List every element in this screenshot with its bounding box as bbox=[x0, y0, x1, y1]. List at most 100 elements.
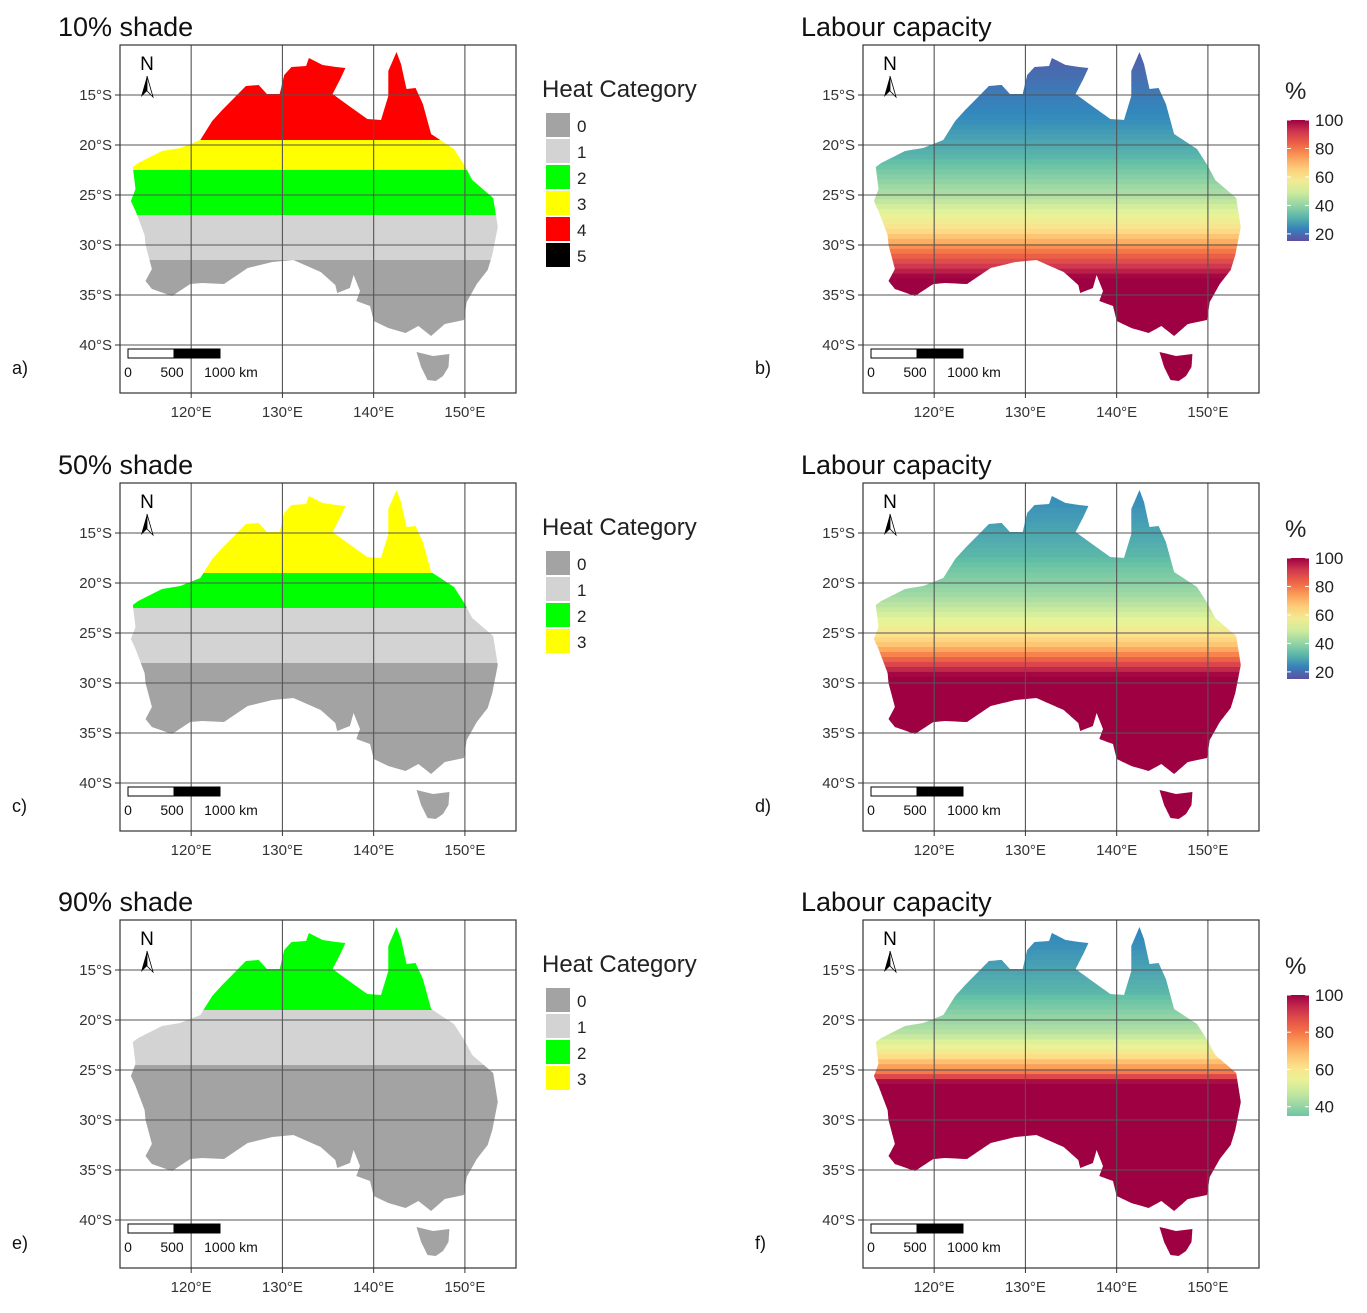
capacity-band bbox=[873, 99, 1241, 106]
lon-tick-label: 140°E bbox=[353, 842, 394, 859]
lon-tick-label: 140°E bbox=[353, 1279, 394, 1296]
capacity-band bbox=[873, 642, 1241, 648]
capacity-band bbox=[873, 144, 1241, 151]
legend-tick-label: 80 bbox=[1315, 1023, 1334, 1042]
capacity-band bbox=[873, 1118, 1241, 1125]
capacity-band bbox=[873, 657, 1241, 663]
capacity-band bbox=[873, 969, 1241, 976]
legend-swatch-3 bbox=[546, 629, 570, 653]
capacity-band bbox=[873, 159, 1241, 166]
scale-label: 500 bbox=[903, 364, 927, 380]
lat-tick-label: 30°S bbox=[79, 1112, 112, 1129]
legend-tick-label: 20 bbox=[1315, 663, 1334, 682]
legend-tick-label: 80 bbox=[1315, 139, 1334, 158]
capacity-band bbox=[873, 552, 1241, 559]
capacity-band bbox=[873, 109, 1241, 116]
lon-tick-label: 140°E bbox=[1096, 1279, 1137, 1296]
lat-tick-label: 30°S bbox=[822, 675, 855, 692]
lat-tick-label: 30°S bbox=[822, 237, 855, 254]
capacity-band bbox=[873, 154, 1241, 161]
scale-bar-black bbox=[916, 786, 964, 797]
scale-bar-black bbox=[173, 1223, 221, 1234]
capacity-band bbox=[873, 1004, 1241, 1011]
lat-tick-label: 15°S bbox=[79, 962, 112, 979]
lat-tick-label: 20°S bbox=[822, 1012, 855, 1029]
legend-label: 0 bbox=[577, 117, 586, 136]
lat-tick-label: 15°S bbox=[822, 87, 855, 104]
lon-tick-label: 150°E bbox=[1187, 842, 1228, 859]
capacity-band bbox=[873, 507, 1241, 514]
lat-tick-label: 35°S bbox=[822, 1162, 855, 1179]
legend-label: 1 bbox=[577, 581, 586, 600]
lat-tick-label: 15°S bbox=[79, 525, 112, 542]
capacity-band bbox=[873, 676, 1241, 683]
capacity-band bbox=[873, 149, 1241, 156]
legend-label: 2 bbox=[577, 169, 586, 188]
lat-tick-label: 25°S bbox=[822, 625, 855, 642]
legend-label: 5 bbox=[577, 247, 586, 266]
capacity-band bbox=[873, 214, 1241, 220]
capacity-band bbox=[873, 174, 1241, 181]
lat-tick-label: 20°S bbox=[822, 137, 855, 154]
scale-label: 500 bbox=[160, 364, 184, 380]
capacity-band bbox=[873, 607, 1241, 614]
capacity-band bbox=[873, 1084, 1241, 1090]
north-label: N bbox=[140, 54, 154, 75]
capacity-band bbox=[873, 1064, 1241, 1070]
capacity-band bbox=[873, 691, 1241, 698]
north-arrow-half bbox=[146, 75, 154, 99]
legend-title: Heat Category bbox=[542, 514, 697, 541]
north-arrow-half bbox=[146, 950, 154, 974]
capacity-legend: % 100 80 60 40 20 bbox=[1285, 78, 1343, 244]
capacity-band bbox=[873, 959, 1241, 966]
map-panel-a: 15°S 20°S 25°S 30°S 35°S 40°S 120°E 130°E 140°E 1… bbox=[12, 12, 517, 421]
scale-label: 1000 km bbox=[947, 802, 1001, 818]
lat-tick-label: 40°S bbox=[822, 337, 855, 354]
legend-swatch-2 bbox=[546, 165, 570, 189]
lon-tick-label: 130°E bbox=[262, 404, 303, 421]
heat-category-legend: Heat Category 0 1 2 3 4 5 bbox=[542, 76, 697, 267]
legend-title: % bbox=[1285, 953, 1306, 980]
lon-tick-label: 120°E bbox=[171, 842, 212, 859]
scale-label: 1000 km bbox=[204, 1239, 258, 1255]
capacity-band bbox=[873, 577, 1241, 584]
map-frame bbox=[862, 44, 1260, 394]
north-arrow-half bbox=[146, 513, 154, 537]
capacity-band bbox=[873, 243, 1241, 250]
north-label: N bbox=[883, 492, 897, 513]
panel-title: 50% shade bbox=[58, 450, 193, 480]
capacity-band bbox=[873, 1113, 1241, 1120]
capacity-band bbox=[873, 219, 1241, 225]
heat-zone-1 bbox=[130, 608, 498, 663]
legend-title: Heat Category bbox=[542, 76, 697, 103]
panel-label: f) bbox=[755, 1233, 766, 1253]
capacity-band bbox=[873, 512, 1241, 519]
capacity-band bbox=[873, 1098, 1241, 1105]
capacity-band bbox=[873, 1094, 1241, 1100]
legend-swatch-1 bbox=[546, 139, 570, 163]
capacity-band bbox=[873, 949, 1241, 956]
capacity-band bbox=[873, 984, 1241, 991]
lon-tick-label: 120°E bbox=[914, 842, 955, 859]
capacity-band bbox=[873, 964, 1241, 971]
north-arrow-half bbox=[889, 950, 897, 974]
capacity-band bbox=[873, 597, 1241, 604]
capacity-band bbox=[873, 1079, 1241, 1085]
capacity-band bbox=[873, 1044, 1241, 1051]
capacity-band bbox=[873, 999, 1241, 1006]
capacity-band bbox=[873, 89, 1241, 96]
capacity-band bbox=[873, 199, 1241, 205]
legend-colorbar bbox=[1287, 995, 1309, 1116]
lat-tick-label: 30°S bbox=[79, 237, 112, 254]
north-label: N bbox=[883, 54, 897, 75]
capacity-legend: % 100 80 60 40 bbox=[1285, 953, 1343, 1117]
legend-label: 4 bbox=[577, 221, 586, 240]
capacity-band bbox=[873, 522, 1241, 529]
heat-category-legend: Heat Category 0 1 2 3 bbox=[542, 514, 697, 653]
capacity-band bbox=[873, 124, 1241, 131]
legend-swatch-3 bbox=[546, 1066, 570, 1090]
scale-bar-black bbox=[173, 786, 221, 797]
legend-label: 0 bbox=[577, 992, 586, 1011]
legend-swatch-0 bbox=[546, 988, 570, 1012]
lat-tick-label: 35°S bbox=[79, 287, 112, 304]
